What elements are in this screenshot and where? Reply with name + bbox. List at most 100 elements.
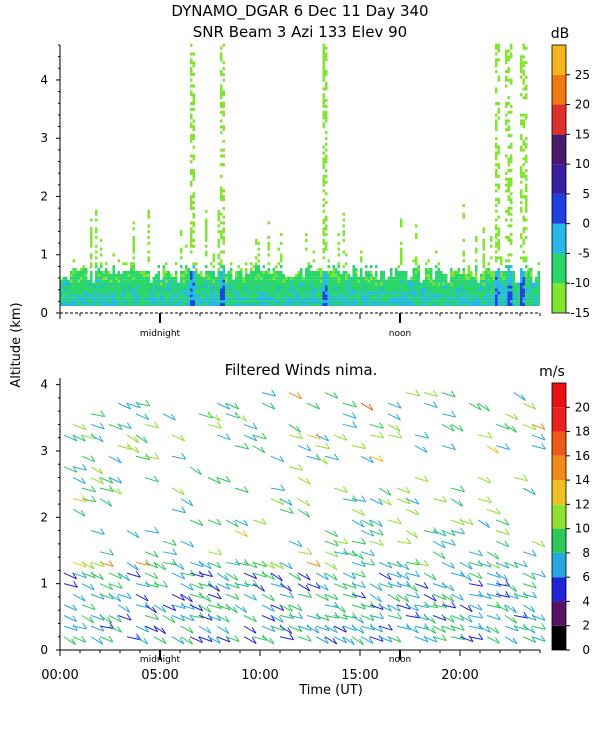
wind-barb: [504, 604, 517, 614]
snr-cell: [520, 291, 523, 295]
snr-cell: [312, 291, 315, 295]
snr-cell: [435, 276, 438, 280]
snr-cell: [497, 145, 500, 149]
snr-cell: [522, 215, 525, 219]
snr-cell: [505, 294, 508, 298]
snr-cell: [255, 241, 258, 245]
snr-cell: [147, 303, 150, 307]
wind-barb: [306, 625, 320, 634]
snr-colorbar-label: 0: [582, 217, 590, 231]
snr-cell: [192, 297, 195, 301]
snr-cell: [142, 288, 145, 292]
snr-cell: [102, 291, 105, 295]
snr-cell: [477, 300, 480, 304]
snr-cell: [465, 297, 468, 301]
snr-cell: [440, 297, 443, 301]
snr-cell: [495, 224, 498, 228]
snr-cell: [300, 276, 303, 280]
snr-cell: [190, 294, 193, 298]
snr-cell: [422, 282, 425, 286]
snr-cell: [510, 110, 513, 114]
wind-barb: [216, 475, 231, 483]
snr-cell: [437, 282, 440, 286]
snr-cell: [277, 279, 280, 283]
snr-cell: [245, 270, 248, 274]
snr-cell: [260, 282, 263, 286]
snr-cell: [190, 58, 193, 62]
y-axis-label: Altitude (km): [9, 302, 24, 387]
snr-cell: [210, 276, 213, 280]
snr-cell: [467, 273, 470, 277]
wind-barb: [369, 528, 384, 536]
snr-cell: [390, 282, 393, 286]
snr-cell: [467, 303, 470, 307]
snr-cell: [172, 279, 175, 283]
snr-cell: [312, 303, 315, 307]
snr-cell: [77, 273, 80, 277]
snr-cell: [257, 303, 260, 307]
snr-cell: [145, 285, 148, 289]
snr-cell: [442, 300, 445, 304]
snr-cell: [137, 270, 140, 274]
snr-cell: [422, 300, 425, 304]
snr-cell: [510, 270, 513, 274]
snr-cell: [275, 276, 278, 280]
snr-cell: [405, 297, 408, 301]
snr-cell: [255, 276, 258, 280]
snr-cell: [220, 189, 223, 193]
snr-cell: [305, 297, 308, 301]
snr-cell: [427, 268, 430, 272]
snr-cell: [80, 291, 83, 295]
snr-cell: [275, 291, 278, 295]
snr-cell: [452, 291, 455, 295]
winds-colorbar-label: 6: [582, 570, 590, 584]
snr-cell: [187, 270, 190, 274]
snr-cell: [195, 262, 198, 266]
snr-cell: [497, 166, 500, 170]
snr-cell: [70, 270, 73, 274]
wind-barb: [72, 622, 88, 630]
snr-cell: [242, 282, 245, 286]
snr-cell: [517, 291, 520, 295]
snr-cell: [292, 303, 295, 307]
snr-cell: [142, 276, 145, 280]
snr-cell: [157, 303, 160, 307]
wind-barb: [162, 615, 176, 624]
snr-cell: [180, 256, 183, 260]
snr-cell: [132, 273, 135, 277]
snr-cell: [227, 303, 230, 307]
snr-cell: [222, 195, 225, 199]
snr-cell: [495, 241, 498, 245]
snr-cell: [512, 276, 515, 280]
snr-cell: [367, 288, 370, 292]
snr-cell: [492, 270, 495, 274]
snr-cell: [227, 273, 230, 277]
snr-cell: [340, 303, 343, 307]
snr-cell: [472, 288, 475, 292]
snr-cell: [332, 285, 335, 289]
snr-cell: [515, 300, 518, 304]
wind-barb: [63, 572, 78, 580]
snr-cell: [510, 253, 513, 257]
snr-cell: [522, 69, 525, 73]
snr-cell: [345, 270, 348, 274]
snr-cell: [500, 273, 503, 277]
snr-cell: [167, 303, 170, 307]
wind-barb: [369, 625, 384, 633]
snr-cell: [125, 273, 128, 277]
snr-cell: [257, 270, 260, 274]
snr-cell: [497, 303, 500, 307]
snr-cell: [520, 64, 523, 68]
snr-cell: [485, 270, 488, 274]
snr-cell: [190, 198, 193, 202]
snr-cell: [220, 221, 223, 225]
snr-cell: [345, 282, 348, 286]
snr-cell: [87, 303, 90, 307]
snr-cell: [460, 303, 463, 307]
snr-cell: [522, 113, 525, 117]
snr-cell: [207, 303, 210, 307]
snr-cell: [492, 300, 495, 304]
snr-cell: [190, 282, 193, 286]
snr-cell: [342, 270, 345, 274]
wind-barb: [450, 485, 465, 493]
